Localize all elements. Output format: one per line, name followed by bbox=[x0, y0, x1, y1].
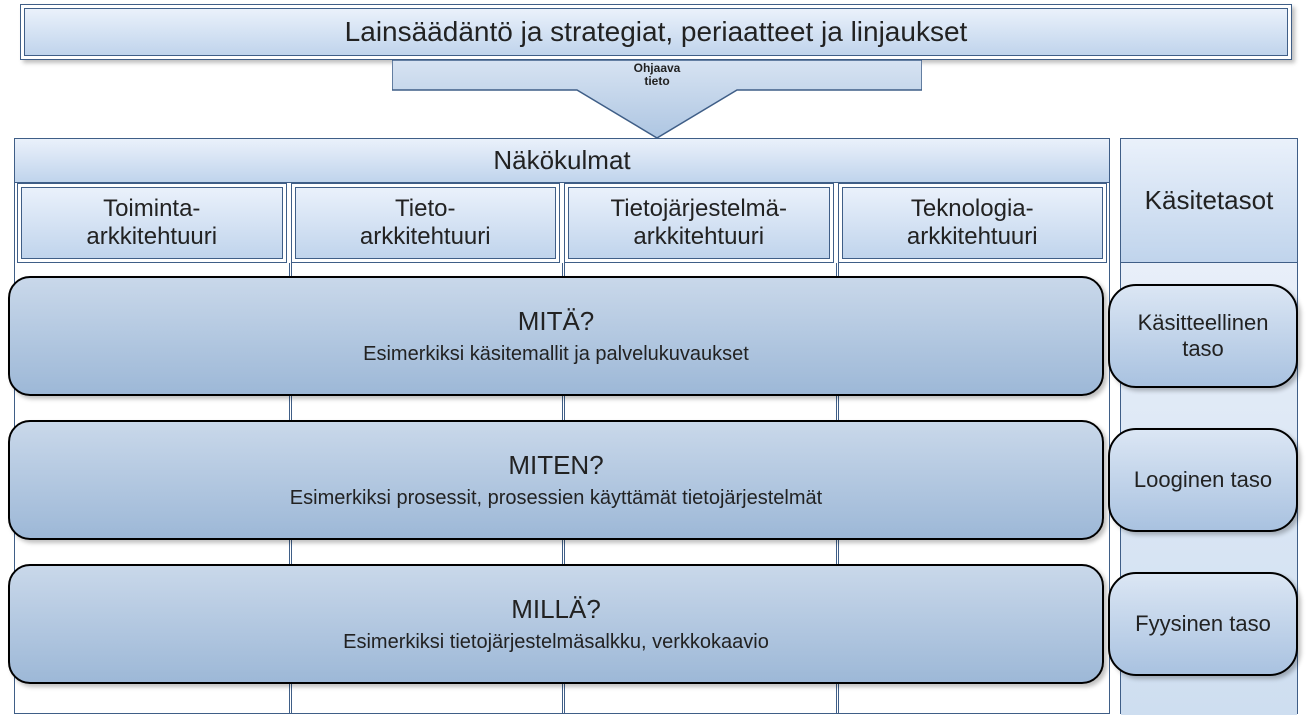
question-row: MILLÄ? Esimerkiksi tietojärjestelmäsalkk… bbox=[8, 564, 1104, 684]
col-line2: arkkitehtuuri bbox=[86, 223, 217, 251]
col-line2: arkkitehtuuri bbox=[633, 223, 764, 251]
row-title: MITÄ? bbox=[518, 306, 595, 337]
top-banner: Lainsäädäntö ja strategiat, periaatteet … bbox=[20, 4, 1292, 60]
level-label: Fyysinen taso bbox=[1108, 572, 1298, 676]
row-subtitle: Esimerkiksi prosessit, prosessien käyttä… bbox=[290, 487, 822, 510]
column-header: Toiminta- arkkitehtuuri bbox=[17, 183, 287, 263]
main-panel-header: Näkökulmat bbox=[15, 139, 1109, 183]
col-line1: Toiminta- bbox=[103, 195, 200, 223]
side-panel-header: Käsitetasot bbox=[1121, 139, 1297, 263]
row-title: MILLÄ? bbox=[511, 594, 601, 625]
arrow-label: Ohjaava tieto bbox=[392, 60, 922, 90]
level-label: Käsitteellinen taso bbox=[1108, 284, 1298, 388]
arrow-label-line2: tieto bbox=[644, 75, 669, 88]
question-row: MITÄ? Esimerkiksi käsitemallit ja palvel… bbox=[8, 276, 1104, 396]
row-subtitle: Esimerkiksi käsitemallit ja palvelukuvau… bbox=[363, 343, 749, 366]
col-line1: Tietojärjestelmä- bbox=[611, 195, 788, 223]
level-label: Looginen taso bbox=[1108, 428, 1298, 532]
col-line1: Tieto- bbox=[395, 195, 455, 223]
row-title: MITEN? bbox=[508, 450, 603, 481]
col-line2: arkkitehtuuri bbox=[907, 223, 1038, 251]
column-headers: Toiminta- arkkitehtuuri Tieto- arkkiteht… bbox=[15, 183, 1109, 263]
col-line1: Teknologia- bbox=[911, 195, 1034, 223]
column-header: Teknologia- arkkitehtuuri bbox=[838, 183, 1108, 263]
question-row: MITEN? Esimerkiksi prosessit, prosessien… bbox=[8, 420, 1104, 540]
column-header: Tieto- arkkitehtuuri bbox=[291, 183, 561, 263]
top-banner-text: Lainsäädäntö ja strategiat, periaatteet … bbox=[345, 16, 968, 48]
column-header: Tietojärjestelmä- arkkitehtuuri bbox=[564, 183, 834, 263]
row-subtitle: Esimerkiksi tietojärjestelmäsalkku, verk… bbox=[343, 631, 769, 654]
col-line2: arkkitehtuuri bbox=[360, 223, 491, 251]
